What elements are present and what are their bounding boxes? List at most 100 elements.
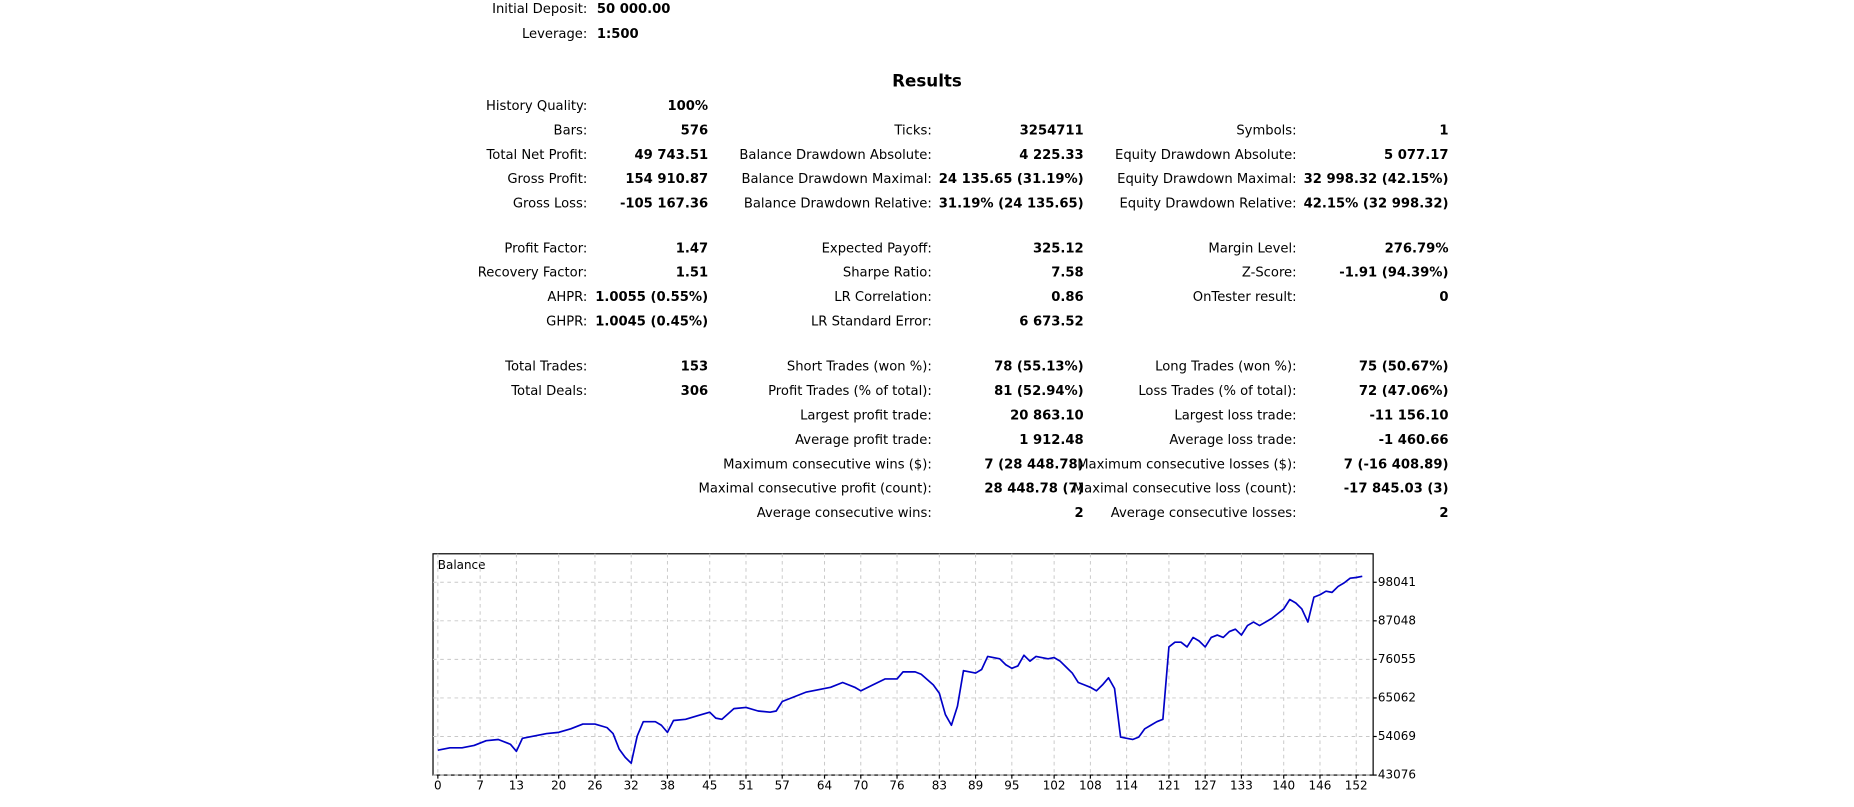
result-value: 32 998.32 (42.15%) (1304, 172, 1449, 187)
result-value: 2 (1439, 506, 1448, 521)
result-label: Expected Payoff: (822, 241, 932, 256)
result-label: History Quality: (486, 99, 587, 114)
result-value: 276.79% (1385, 241, 1449, 256)
result-label: Profit Trades (% of total): (768, 384, 932, 399)
result-value: 325.12 (1033, 241, 1084, 256)
result-label: Maximal consecutive profit (count): (699, 482, 932, 497)
result-value: 2 (1075, 506, 1084, 521)
result-label: Gross Loss: (513, 197, 587, 212)
result-label: Largest profit trade: (800, 408, 932, 423)
result-label: LR Standard Error: (811, 314, 932, 329)
x-tick-label: 140 (1272, 778, 1295, 792)
field-label: Leverage: (522, 27, 587, 42)
result-label: Long Trades (won %): (1155, 360, 1296, 375)
result-value: 4 225.33 (1019, 148, 1083, 163)
result-label: OnTester result: (1193, 290, 1297, 305)
result-value: 81 (52.94%) (994, 384, 1084, 399)
chart-title: Balance (438, 558, 486, 572)
result-value: -11 156.10 (1369, 408, 1448, 423)
result-value: 1.0045 (0.45%) (595, 314, 708, 329)
x-tick-label: 38 (660, 778, 675, 792)
x-tick-label: 102 (1043, 778, 1066, 792)
result-label: Short Trades (won %): (787, 360, 932, 375)
result-label: Average consecutive wins: (757, 506, 932, 521)
y-tick-label: 43076 (1378, 768, 1416, 782)
result-value: 1 (1439, 123, 1448, 138)
y-tick-label: 54069 (1378, 729, 1416, 743)
x-tick-label: 83 (932, 778, 947, 792)
x-tick-label: 45 (702, 778, 717, 792)
result-value: 31.19% (24 135.65) (939, 197, 1084, 212)
x-tick-label: 70 (853, 778, 868, 792)
x-tick-label: 152 (1345, 778, 1368, 792)
result-value: 49 743.51 (635, 148, 709, 163)
result-label: Average profit trade: (795, 433, 932, 448)
x-tick-label: 127 (1194, 778, 1217, 792)
result-label: Equity Drawdown Absolute: (1115, 148, 1297, 163)
result-label: Maximum consecutive wins ($): (723, 457, 932, 472)
results-title: Results (892, 70, 962, 90)
result-label: Maximal consecutive loss (count): (1073, 482, 1297, 497)
result-label: AHPR: (547, 290, 587, 305)
result-value: 154 910.87 (625, 172, 708, 187)
result-value: 42.15% (32 998.32) (1304, 197, 1449, 212)
result-value: 20 863.10 (1010, 408, 1084, 423)
result-value: 7 (28 448.78) (984, 457, 1083, 472)
result-value: 306 (681, 384, 708, 399)
x-tick-label: 133 (1230, 778, 1253, 792)
result-label: Profit Factor: (504, 241, 587, 256)
result-label: Maximum consecutive losses ($): (1077, 457, 1296, 472)
result-value: -105 167.36 (620, 197, 708, 212)
x-tick-label: 32 (624, 778, 639, 792)
result-label: Balance Drawdown Absolute: (739, 148, 931, 163)
result-label: Total Deals: (510, 384, 587, 399)
result-value: 153 (681, 360, 708, 375)
x-tick-label: 64 (817, 778, 832, 792)
result-value: 5 077.17 (1384, 148, 1448, 163)
result-value: 28 448.78 (7) (984, 482, 1083, 497)
x-tick-label: 108 (1079, 778, 1102, 792)
result-value: 7.58 (1051, 266, 1083, 281)
result-value: 24 135.65 (31.19%) (939, 172, 1084, 187)
result-value: 100% (668, 99, 709, 114)
result-label: Equity Drawdown Relative: (1119, 197, 1296, 212)
result-label: Balance Drawdown Relative: (744, 197, 932, 212)
x-tick-label: 57 (775, 778, 790, 792)
field-label: Initial Deposit: (492, 2, 587, 17)
result-value: -1 460.66 (1379, 433, 1449, 448)
result-label: Sharpe Ratio: (843, 266, 932, 281)
result-label: Average consecutive losses: (1111, 506, 1297, 521)
field-value: 50 000.00 (597, 2, 671, 17)
balance-line (437, 575, 1363, 765)
result-value: -1.91 (94.39%) (1339, 266, 1448, 281)
x-tick-label: 89 (968, 778, 983, 792)
result-label: Balance Drawdown Maximal: (741, 172, 931, 187)
result-label: Ticks: (893, 123, 931, 138)
x-tick-label: 26 (587, 778, 602, 792)
chart-frame (432, 553, 1374, 776)
result-value: 3254711 (1020, 123, 1084, 138)
result-label: Average loss trade: (1169, 433, 1296, 448)
y-tick-label: 76055 (1378, 652, 1416, 666)
result-value: 7 (-16 408.89) (1344, 457, 1449, 472)
y-tick-label: 98041 (1378, 575, 1416, 589)
result-label: Margin Level: (1208, 241, 1296, 256)
result-value: 0 (1439, 290, 1448, 305)
x-tick-label: 76 (889, 778, 904, 792)
x-tick-label: 13 (509, 778, 524, 792)
x-tick-label: 0 (434, 778, 442, 792)
result-value: 1.51 (676, 266, 708, 281)
x-tick-label: 146 (1309, 778, 1332, 792)
field-value: 1:500 (597, 27, 639, 42)
result-label: LR Correlation: (834, 290, 932, 305)
result-value: 72 (47.06%) (1359, 384, 1449, 399)
x-tick-label: 51 (738, 778, 753, 792)
result-value: -17 845.03 (3) (1344, 482, 1449, 497)
result-label: Gross Profit: (507, 172, 587, 187)
result-label: Largest loss trade: (1174, 408, 1296, 423)
y-tick-label: 65062 (1378, 690, 1416, 704)
result-value: 576 (681, 123, 708, 138)
result-value: 1.47 (676, 241, 708, 256)
